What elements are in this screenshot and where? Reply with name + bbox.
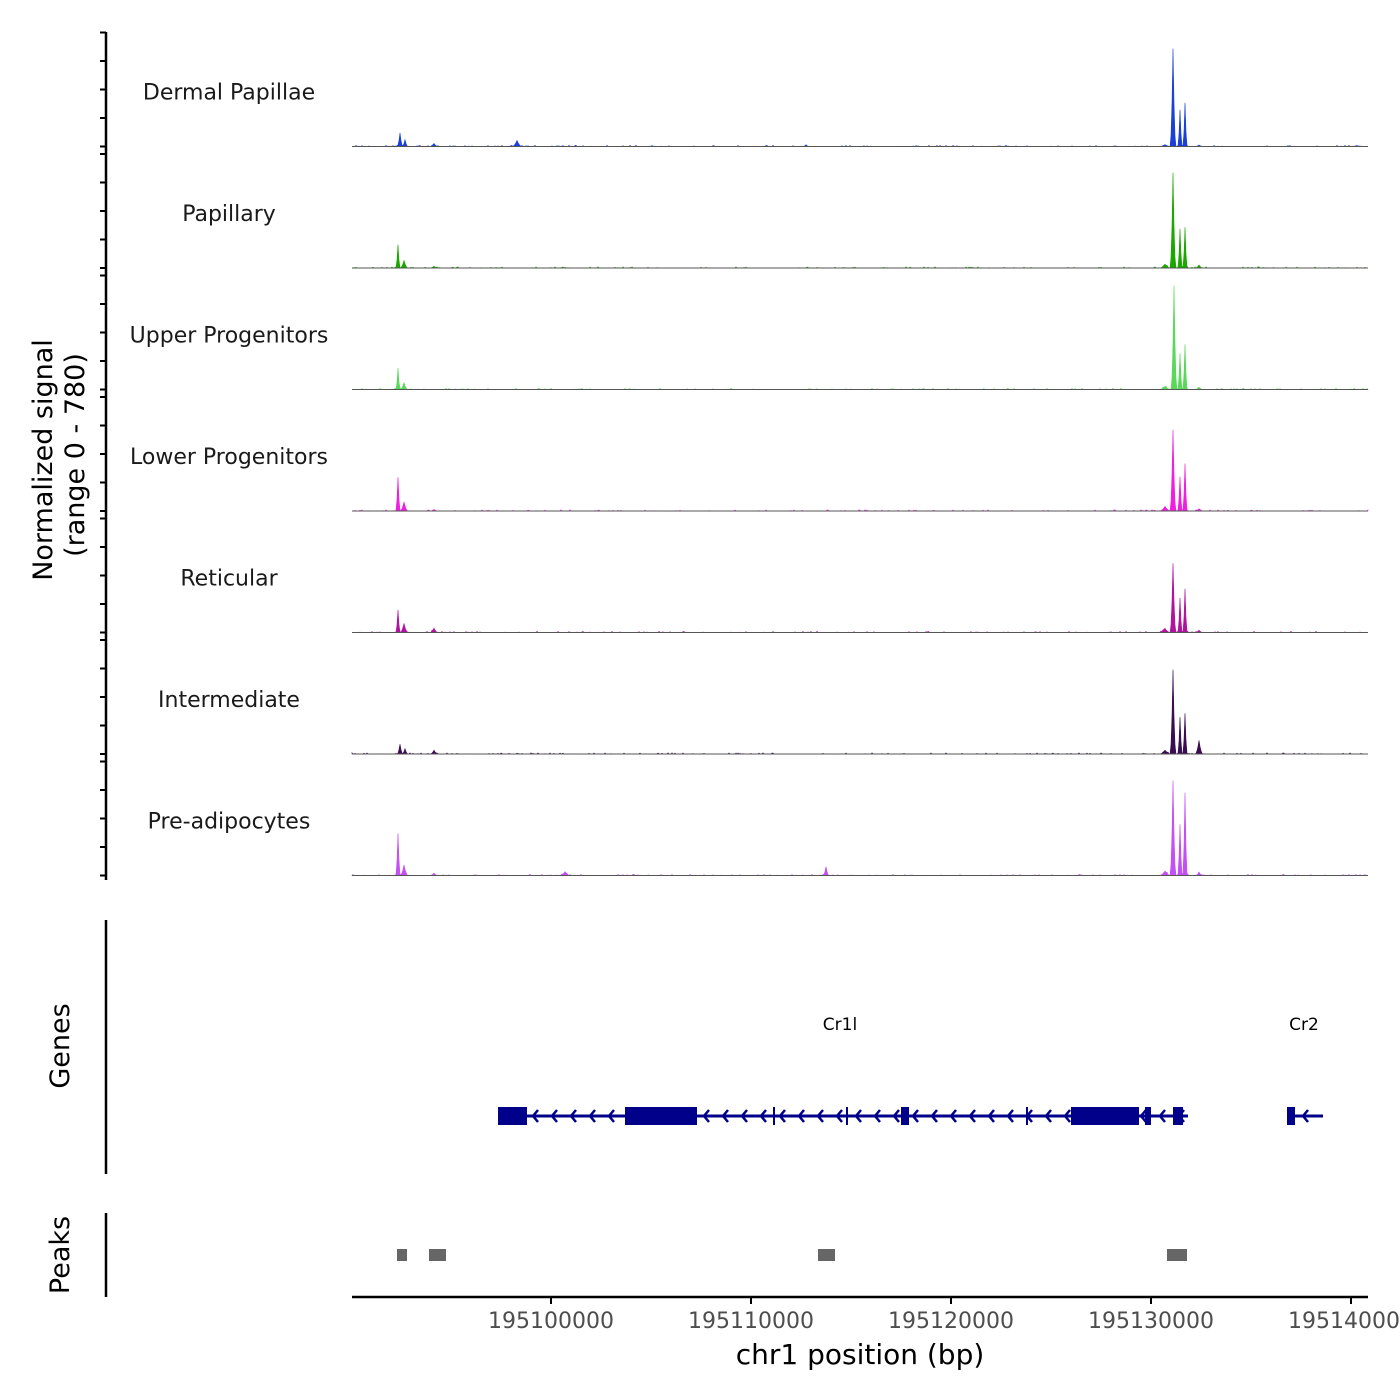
gene-label: Cr1l bbox=[823, 1015, 857, 1035]
strand-arrow-icon bbox=[1158, 1109, 1166, 1123]
y-axis-title-line2: (range 0 - 780) bbox=[60, 353, 91, 557]
strand-arrow-icon bbox=[569, 1109, 577, 1123]
strand-arrow-icon bbox=[1063, 1109, 1071, 1123]
gene-exon bbox=[1026, 1107, 1028, 1125]
coverage-area bbox=[352, 48, 1368, 147]
gene-exon bbox=[1173, 1107, 1183, 1125]
strand-arrow-icon bbox=[759, 1109, 767, 1123]
strand-arrow-icon bbox=[930, 1109, 938, 1123]
track-label: Reticular bbox=[180, 567, 278, 592]
strand-arrow-icon bbox=[588, 1109, 596, 1123]
gene-exon bbox=[773, 1107, 775, 1125]
coverage-area bbox=[352, 172, 1368, 269]
y-axis-title-line1: Normalized signal bbox=[28, 339, 59, 581]
strand-arrow-icon bbox=[740, 1109, 748, 1123]
coverage-tracks: Dermal Papillae Papillary Upper Progenitor… bbox=[130, 48, 1369, 876]
x-tick-label: 195100000 bbox=[488, 1309, 614, 1334]
genes-track-title: Genes bbox=[45, 1003, 76, 1088]
track-label: Lower Progenitors bbox=[130, 445, 328, 470]
peak-region bbox=[1167, 1249, 1187, 1261]
track-label: Dermal Papillae bbox=[143, 81, 315, 106]
x-tick-label: 195130000 bbox=[1088, 1309, 1214, 1334]
peaks-track-title: Peaks bbox=[45, 1216, 76, 1294]
gene-exon bbox=[901, 1107, 909, 1125]
strand-arrow-icon bbox=[550, 1109, 558, 1123]
peaks-track bbox=[397, 1249, 1187, 1261]
track-label: Intermediate bbox=[158, 688, 300, 713]
track-label: Papillary bbox=[182, 202, 276, 227]
x-tick-label: 195140000 bbox=[1288, 1309, 1400, 1334]
strand-arrow-icon bbox=[949, 1109, 957, 1123]
track-label: Pre-adipocytes bbox=[148, 810, 311, 835]
peak-region bbox=[429, 1249, 446, 1261]
strand-arrow-icon bbox=[721, 1109, 729, 1123]
signal-y-axis bbox=[100, 31, 108, 880]
gene-track: Cr1l Cr2 bbox=[498, 1015, 1323, 1125]
strand-arrow-icon bbox=[892, 1109, 900, 1123]
coverage-area bbox=[352, 563, 1368, 634]
strand-arrow-icon bbox=[968, 1109, 976, 1123]
strand-arrow-icon bbox=[911, 1109, 919, 1123]
strand-arrow-icon bbox=[531, 1109, 539, 1123]
strand-arrow-icon bbox=[702, 1109, 710, 1123]
x-axis-title: chr1 position (bp) bbox=[736, 1338, 985, 1371]
gene-exon bbox=[846, 1107, 848, 1125]
peak-region bbox=[397, 1249, 407, 1261]
gene-exon bbox=[498, 1107, 527, 1125]
gene-exon bbox=[625, 1107, 697, 1125]
gene-exon bbox=[1071, 1107, 1139, 1125]
coverage-area bbox=[351, 780, 1368, 876]
strand-arrow-icon bbox=[835, 1109, 843, 1123]
gene-exon bbox=[1287, 1107, 1295, 1125]
strand-arrow-icon bbox=[778, 1109, 786, 1123]
x-tick-label: 195120000 bbox=[888, 1309, 1014, 1334]
strand-arrow-icon bbox=[816, 1109, 824, 1123]
x-tick-label: 195110000 bbox=[688, 1309, 814, 1334]
strand-arrow-icon bbox=[987, 1109, 995, 1123]
strand-arrow-icon bbox=[854, 1109, 862, 1123]
strand-arrow-icon bbox=[1139, 1109, 1147, 1123]
strand-arrow-icon bbox=[1006, 1109, 1014, 1123]
strand-arrow-icon bbox=[1301, 1109, 1309, 1123]
track-label: Upper Progenitors bbox=[130, 324, 329, 349]
strand-arrow-icon bbox=[873, 1109, 881, 1123]
x-axis: 195100000 195110000 195120000 195130000 1951… bbox=[352, 1295, 1400, 1334]
peak-region bbox=[818, 1249, 835, 1261]
gene-label: Cr2 bbox=[1289, 1015, 1319, 1035]
gene-exon bbox=[1145, 1107, 1151, 1125]
coverage-area bbox=[352, 285, 1369, 391]
coverage-area bbox=[352, 429, 1369, 512]
strand-arrow-icon bbox=[607, 1109, 615, 1123]
strand-arrow-icon bbox=[797, 1109, 805, 1123]
strand-arrow-icon bbox=[1044, 1109, 1052, 1123]
coverage-area bbox=[351, 669, 1368, 755]
